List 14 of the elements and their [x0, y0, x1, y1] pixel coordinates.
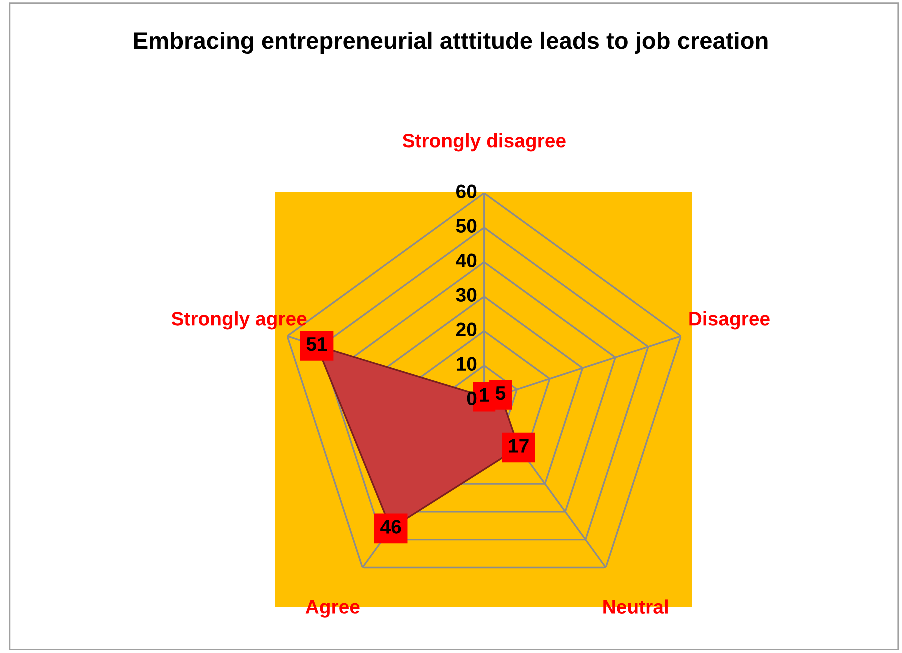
y-tick-label: 0	[467, 392, 477, 406]
chart-title: Embracing entrepreneurial atttitude leads to job creation	[134, 32, 768, 54]
y-tick-label: 50	[456, 219, 477, 234]
y-tick-label: 20	[456, 322, 477, 337]
data-label: 17	[509, 439, 529, 453]
y-tick-label: 10	[457, 357, 477, 372]
spoke-label: Strongly disagree	[402, 133, 566, 152]
y-tick-label: 60	[456, 184, 477, 199]
y-tick-label: 40	[456, 254, 477, 268]
data-label: 1	[480, 388, 490, 402]
data-label: 51	[306, 338, 328, 352]
y-tick-label: 30	[456, 288, 477, 302]
data-label: 46	[380, 520, 402, 534]
data-label: 5	[496, 386, 506, 400]
